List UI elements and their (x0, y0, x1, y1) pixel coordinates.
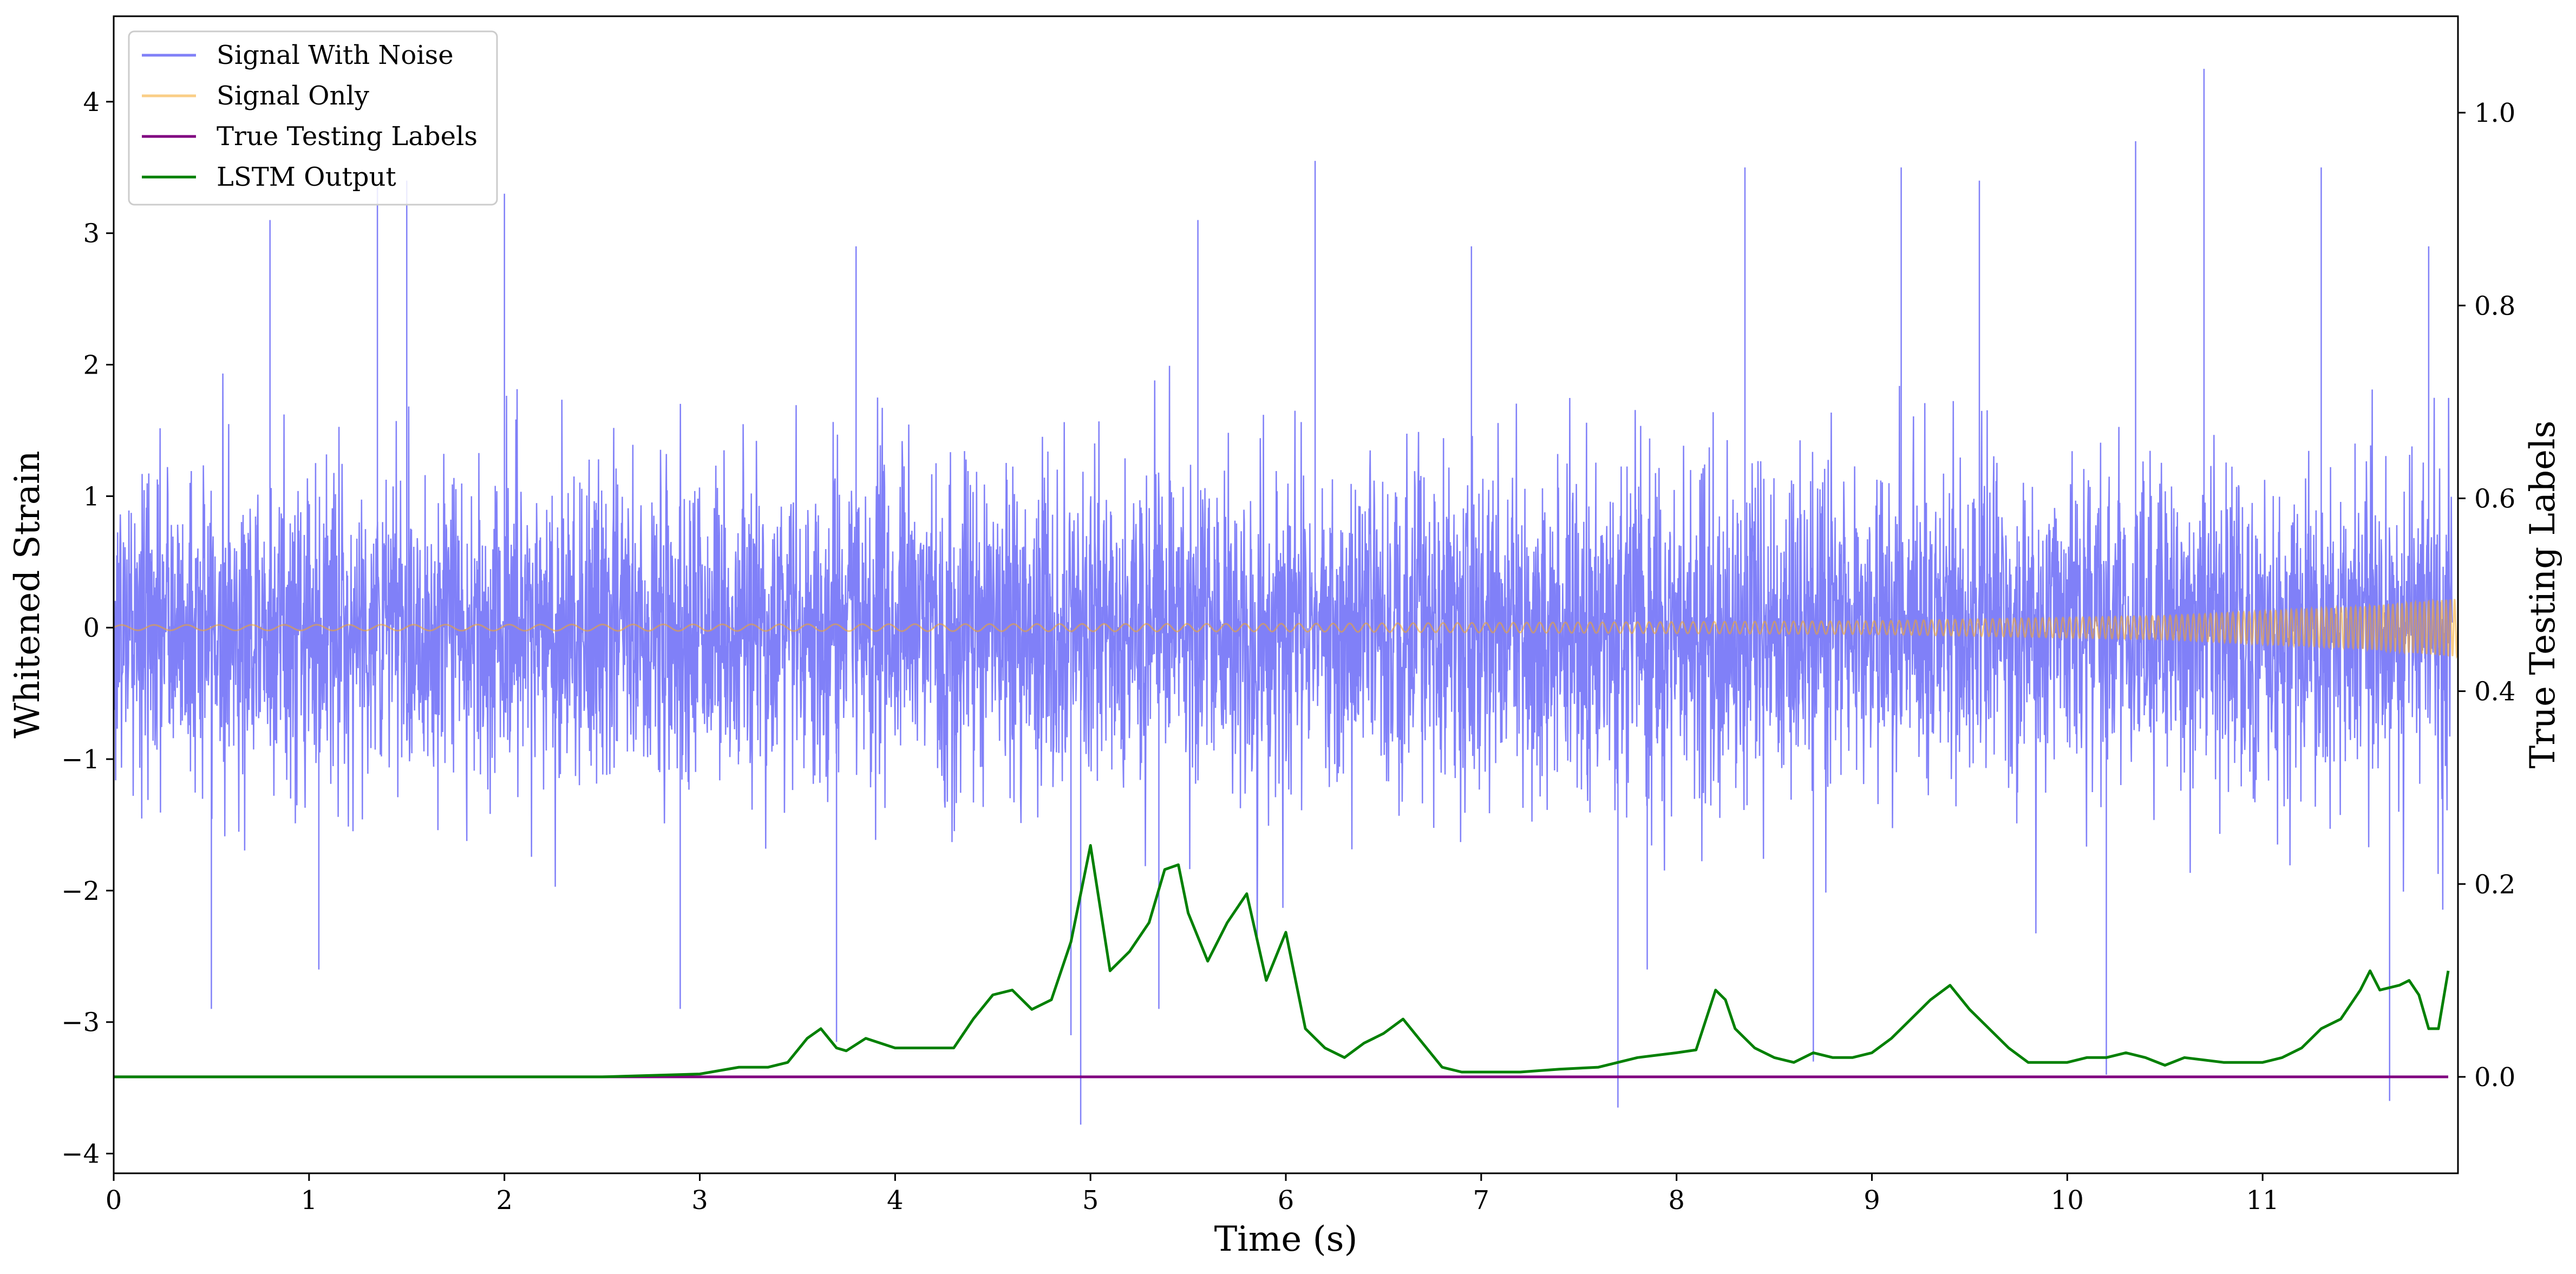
series-signal-with-noise (114, 69, 2453, 1125)
x-tick-label: 9 (1864, 1185, 1880, 1216)
x-tick-label: 6 (1278, 1185, 1294, 1216)
y-tick-label: −4 (61, 1139, 100, 1170)
y-tick-label: −3 (61, 1008, 100, 1038)
y2-tick-label: 0.2 (2474, 870, 2515, 900)
y-tick-label: 0 (83, 613, 100, 643)
x-axis: 0 1 2 3 4 5 6 7 8 9 10 11 (106, 1173, 2279, 1216)
series-lstm-output (114, 844, 2450, 1079)
series-signal-only (114, 598, 2458, 659)
y-tick-label: −1 (61, 744, 100, 775)
legend: Signal With Noise Signal Only True Testi… (128, 30, 498, 206)
x-tick-label: 10 (2051, 1185, 2084, 1216)
legend-label-signal-only: Signal Only (217, 81, 369, 111)
y-tick-label: 3 (83, 219, 100, 249)
y-axis-right: 0.0 0.2 0.4 0.6 0.8 1.0 (2458, 98, 2515, 1093)
x-tick-label: 11 (2246, 1185, 2279, 1216)
x-tick-label: 5 (1082, 1185, 1099, 1216)
x-tick-label: 2 (496, 1185, 513, 1216)
plot-area (114, 69, 2458, 1125)
y-tick-label: 4 (83, 87, 100, 117)
x-tick-label: 3 (691, 1185, 708, 1216)
legend-label-true-testing-labels: True Testing Labels (217, 121, 478, 152)
y2-tick-label: 0.0 (2474, 1062, 2515, 1093)
x-axis-title: Time (s) (1214, 1219, 1358, 1259)
legend-label-lstm-output: LSTM Output (217, 162, 396, 192)
y2-axis-title: True Testing Labels (2523, 421, 2563, 769)
y-axis-left: −4 −3 −2 −1 0 1 2 3 4 (61, 87, 114, 1170)
y2-tick-label: 1.0 (2474, 98, 2515, 128)
y-tick-label: 2 (83, 350, 100, 381)
y2-tick-label: 0.4 (2474, 677, 2515, 707)
y2-tick-label: 0.6 (2474, 484, 2515, 514)
x-tick-label: 0 (106, 1185, 122, 1216)
x-tick-label: 8 (1668, 1185, 1685, 1216)
x-tick-label: 7 (1473, 1185, 1490, 1216)
legend-label-signal-with-noise: Signal With Noise (217, 40, 454, 70)
y-axis-title: Whitened Strain (8, 450, 48, 738)
legend-box (128, 30, 498, 206)
y-tick-label: 1 (83, 481, 100, 512)
x-tick-label: 4 (887, 1185, 904, 1216)
x-tick-label: 1 (301, 1185, 318, 1216)
y2-tick-label: 0.8 (2474, 291, 2515, 321)
y-tick-label: −2 (61, 876, 100, 906)
